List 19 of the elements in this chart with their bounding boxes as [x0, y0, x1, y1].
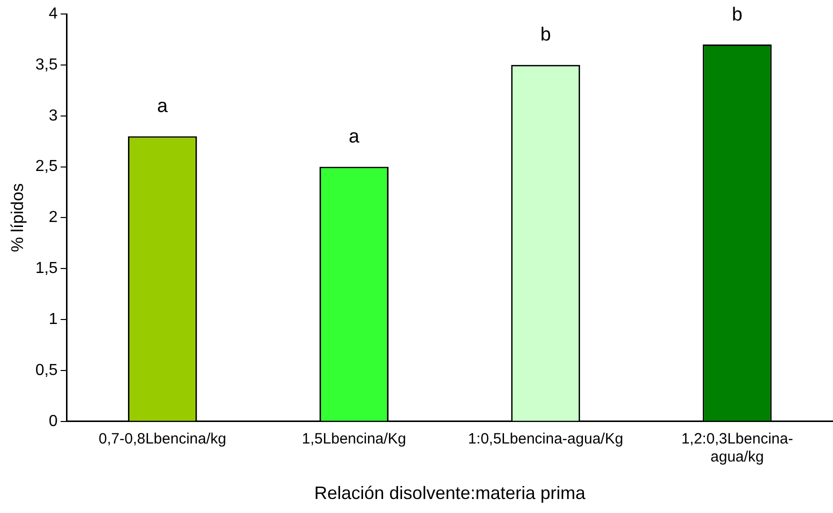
x-tick-label: 1,2:0,3Lbencina-agua/kg	[681, 430, 794, 466]
annotation: b	[732, 4, 742, 26]
x-tick-label: 0,7-0,8Lbencina/kg	[98, 430, 226, 448]
y-tick-label: 2	[48, 209, 58, 226]
x-tick-label: 1:0,5Lbencina-agua/Kg	[468, 430, 624, 448]
y-tick-label: 3	[48, 107, 58, 124]
y-tick-label: 0,5	[35, 362, 58, 379]
annotation: b	[540, 24, 551, 46]
y-tick-label: 1	[48, 310, 58, 328]
x-axis-title: Relación disolvente:materia prima	[314, 483, 586, 504]
x-tick-label: 1,5Lbencina/Kg	[302, 430, 406, 448]
y-tick-label: 1,5	[35, 260, 58, 278]
annotation: a	[157, 96, 168, 117]
y-tick-label: 2,5	[35, 158, 58, 176]
y-tick-label: 0	[48, 412, 58, 430]
y-axis-title: % lípidos	[8, 183, 27, 252]
y-tick-label: 4	[48, 5, 58, 22]
y-tick-label: 3,5	[35, 56, 58, 74]
annotation: a	[348, 126, 360, 148]
